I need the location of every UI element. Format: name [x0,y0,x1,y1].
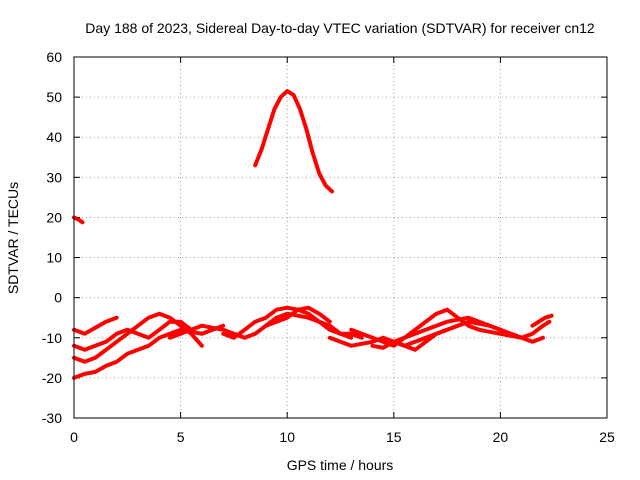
series-line-s13 [391,323,460,348]
series-line-s6 [72,315,119,336]
y-tick-label: -10 [42,330,62,346]
y-tick-label: 30 [46,169,62,185]
series-line-s9 [263,305,332,328]
grid-lines [74,57,607,418]
series-line-s4 [72,311,204,364]
y-tick-label: 0 [54,290,62,306]
x-axis-label: GPS time / hours [287,457,394,473]
y-tick-label: 10 [46,250,62,266]
y-tick-label: 20 [46,209,62,225]
series-line-s14 [530,313,554,328]
series-line-s2 [253,89,334,194]
x-tick-label: 0 [70,429,78,445]
series-line-s1 [72,215,85,225]
series-line-s3 [72,323,226,380]
data-series [72,89,554,380]
series-line-s8 [221,305,354,340]
y-tick-label: 60 [46,49,62,65]
series-line-s5 [72,319,194,352]
x-tick-label: 5 [177,429,185,445]
plot-frame [73,56,608,419]
series-line-s11 [349,307,545,348]
chart-title: Day 188 of 2023, Sidereal Day-to-day VTE… [85,20,595,36]
y-tick-label: 50 [46,89,62,105]
y-axis-label: SDTVAR / TECUs [5,182,21,294]
x-tick-label: 25 [599,429,615,445]
axis-ticks: 0 5 10 15 20 25 -30 -20 -10 0 10 20 30 40 50 60 [42,49,615,445]
y-tick-label: -30 [42,410,62,426]
y-tick-label: -20 [42,370,62,386]
x-tick-label: 10 [279,429,295,445]
x-tick-label: 15 [386,429,402,445]
x-tick-label: 20 [493,429,509,445]
y-tick-label: 40 [46,129,62,145]
